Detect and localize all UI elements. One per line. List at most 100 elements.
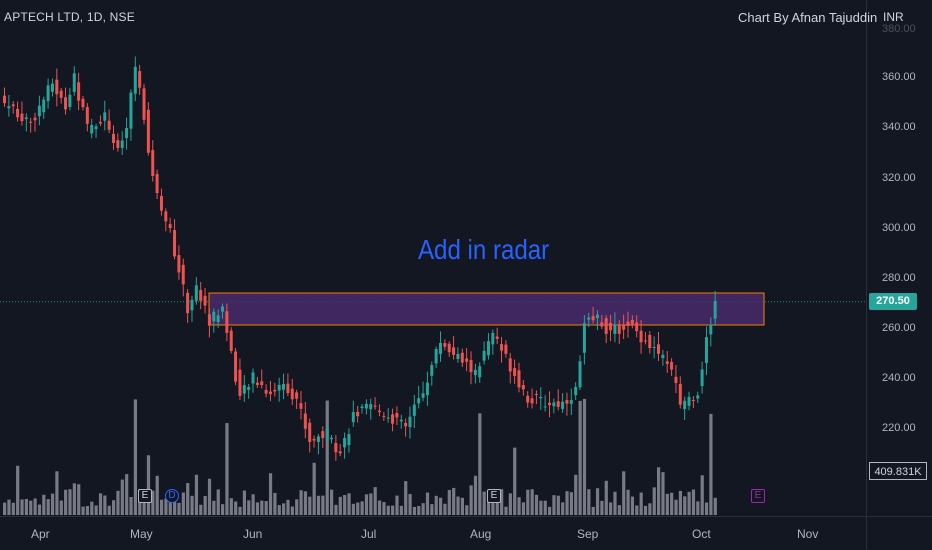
candle-body	[107, 120, 111, 130]
y-tick-label: 360.00	[882, 71, 916, 83]
candle-body	[582, 323, 586, 353]
volume-bar	[469, 485, 473, 515]
volume-bar	[90, 501, 94, 515]
candle-body	[713, 301, 717, 319]
volume-bar	[173, 497, 177, 515]
candle-body	[661, 354, 665, 359]
candle-body	[587, 317, 591, 320]
candle-body	[504, 344, 508, 354]
volume-bar	[11, 502, 15, 515]
volume-bar	[630, 496, 635, 515]
volume-bar	[112, 500, 116, 515]
candle-body	[674, 376, 678, 383]
candle-body	[534, 394, 538, 396]
candle-body	[486, 341, 490, 356]
candles	[3, 56, 717, 461]
volume-bar	[299, 490, 303, 515]
volume-bar	[177, 502, 181, 515]
volume-bar	[325, 400, 329, 515]
volume-bar	[635, 505, 639, 515]
candle-body	[652, 347, 656, 349]
y-tick-label: 300.00	[882, 222, 916, 234]
volume-bar	[434, 495, 438, 515]
candle-body	[260, 381, 264, 386]
volume-bar	[704, 502, 709, 515]
volume-bar	[556, 495, 560, 515]
volume-bar	[561, 502, 565, 515]
volume-bar	[504, 506, 508, 515]
candle-body	[356, 411, 360, 417]
candle-body	[277, 384, 281, 391]
x-tick-label: Apr	[31, 527, 50, 541]
candle-body	[709, 324, 713, 335]
candle-body	[578, 361, 582, 388]
volume-bar	[277, 505, 281, 515]
volume-bar	[521, 502, 526, 515]
candle-body	[159, 195, 163, 211]
candle-body	[513, 368, 517, 376]
candle-body	[434, 349, 438, 364]
x-tick-label: Oct	[692, 527, 711, 541]
candle-body	[347, 434, 351, 446]
candle-body	[609, 322, 613, 331]
volume-bar	[107, 505, 111, 515]
earnings-event-icon[interactable]: E	[487, 489, 501, 503]
volume-bar	[395, 495, 399, 515]
candle-body	[90, 125, 94, 134]
candle-body	[203, 295, 207, 306]
candle-body	[77, 82, 81, 101]
volume-bar	[321, 495, 325, 515]
volume-bar	[678, 490, 682, 515]
earnings-event-icon[interactable]: E	[138, 489, 152, 503]
candle-body	[177, 255, 181, 273]
candle-body	[273, 390, 277, 392]
candle-body	[37, 105, 41, 117]
volume-bar	[29, 500, 33, 515]
volume-bar	[600, 500, 604, 515]
volume-bar	[425, 492, 430, 515]
last-price-tag: 270.50	[869, 293, 917, 310]
chart-author: Chart By Afnan Tajuddin	[738, 10, 878, 25]
candle-body	[16, 108, 20, 118]
candle-body	[696, 395, 700, 399]
candle-body	[643, 340, 647, 342]
candle-body	[24, 117, 28, 120]
candle-body	[72, 73, 76, 92]
volume-bar	[369, 493, 373, 515]
volume-bar	[360, 501, 364, 515]
candle-body	[238, 369, 242, 396]
candle-body	[85, 107, 89, 124]
candle-body	[482, 350, 486, 361]
volume-bar	[303, 491, 308, 515]
upcoming-earnings-event-icon[interactable]: E	[751, 489, 765, 503]
volume-bar	[194, 474, 199, 515]
candle-body	[351, 412, 355, 423]
volume-bar	[460, 497, 464, 515]
candle-body	[81, 98, 85, 108]
candle-body	[229, 330, 233, 351]
candle-body	[539, 396, 543, 399]
candle-body	[112, 133, 115, 143]
candle-body	[234, 351, 238, 382]
candle-body	[386, 417, 390, 419]
volume-bar	[290, 506, 294, 515]
volume-bar	[116, 490, 120, 515]
volume-bar	[548, 506, 552, 515]
volume-bar	[81, 506, 85, 515]
candle-body	[665, 361, 669, 364]
volume-bar	[68, 489, 72, 515]
volume-bar	[242, 490, 246, 515]
candle-body	[704, 337, 708, 363]
candle-body	[146, 109, 150, 153]
dividend-event-icon[interactable]: D	[165, 489, 179, 503]
candle-body	[452, 347, 456, 355]
candle-body	[521, 385, 525, 390]
candle-body	[648, 334, 652, 349]
candle-body	[190, 299, 194, 311]
y-tick-label: 340.00	[882, 121, 916, 133]
candle-body	[700, 369, 704, 387]
volume-bar	[251, 494, 255, 515]
volume-bar	[486, 491, 491, 515]
candle-body	[68, 94, 72, 107]
